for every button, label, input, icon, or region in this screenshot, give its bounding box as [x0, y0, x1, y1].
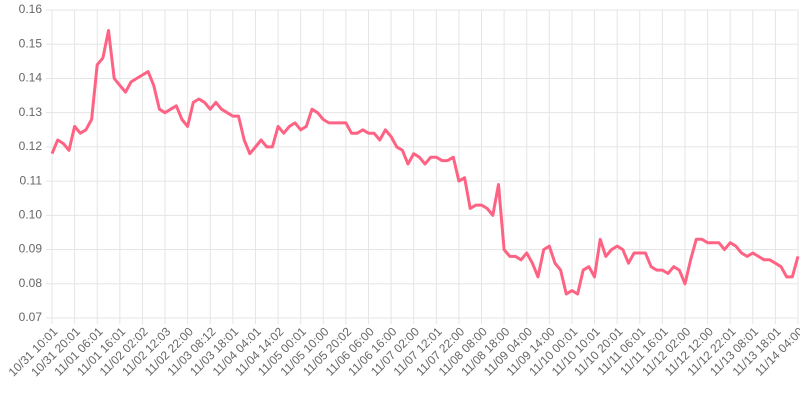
y-tick-label: 0.16: [19, 2, 43, 16]
y-tick-label: 0.09: [19, 242, 43, 256]
y-tick-label: 0.08: [19, 276, 43, 290]
y-tick-label: 0.07: [19, 310, 43, 324]
y-tick-label: 0.12: [19, 139, 43, 153]
y-tick-label: 0.15: [19, 36, 43, 50]
y-tick-label: 0.13: [19, 105, 43, 119]
y-tick-label: 0.14: [19, 71, 43, 85]
y-tick-label: 0.10: [19, 208, 43, 222]
data-line: [50, 29, 800, 296]
y-tick-label: 0.11: [20, 173, 43, 187]
